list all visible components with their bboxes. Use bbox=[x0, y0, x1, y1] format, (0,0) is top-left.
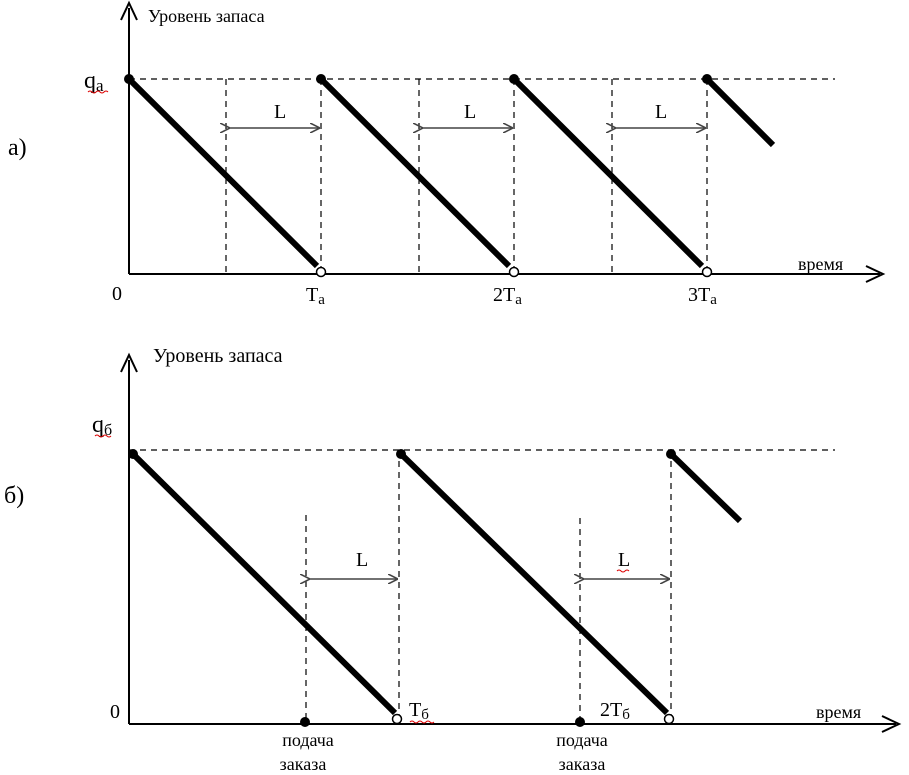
restock-dot bbox=[316, 74, 326, 84]
x-tick-label: Тб bbox=[409, 699, 429, 723]
lead-time-label: L bbox=[655, 101, 667, 123]
depletion-line bbox=[704, 76, 776, 148]
q-label: qа bbox=[84, 68, 104, 95]
q-label-sub: а bbox=[96, 76, 104, 95]
origin-label: 0 bbox=[112, 283, 122, 305]
q-label: qб bbox=[92, 412, 112, 439]
depletion-line bbox=[130, 451, 398, 716]
q-label-main: q bbox=[92, 412, 104, 438]
stockout-circle bbox=[663, 713, 675, 725]
q-label-sub: б bbox=[104, 422, 112, 439]
restock-dot bbox=[128, 449, 138, 459]
x-axis-label: время bbox=[798, 254, 843, 274]
y-axis-label: Уровень запаса bbox=[153, 345, 283, 367]
restock-dot bbox=[666, 449, 676, 459]
x-tick-label: Та bbox=[306, 284, 325, 308]
order-label-line2: заказа bbox=[280, 754, 327, 774]
depletion-line bbox=[126, 76, 320, 269]
panel-b: б) Уровень запаса время qб 0 bbox=[4, 345, 902, 774]
spell-check-underline bbox=[409, 720, 435, 724]
stockout-circle bbox=[391, 713, 403, 725]
x-tick-label: 3Та bbox=[688, 284, 717, 308]
y-axis-arrow bbox=[120, 352, 138, 373]
y-axis-arrow bbox=[120, 0, 138, 21]
x-axis-arrow bbox=[881, 715, 902, 733]
depletion-line bbox=[398, 451, 670, 716]
spell-check-underline bbox=[87, 90, 109, 94]
restock-dot bbox=[702, 74, 712, 84]
restock-dot bbox=[124, 74, 134, 84]
depletion-line bbox=[668, 451, 743, 524]
origin-label: 0 bbox=[110, 701, 120, 723]
panel-a-tag: а) bbox=[8, 135, 27, 161]
stockout-circle bbox=[315, 266, 327, 278]
spell-check-underline bbox=[616, 569, 630, 573]
x-tick-label: 2Та bbox=[493, 284, 522, 308]
order-point-dot bbox=[300, 717, 310, 727]
stockout-circle bbox=[701, 266, 713, 278]
q-label-main: q bbox=[84, 68, 96, 94]
panel-b-tag: б) bbox=[4, 483, 24, 509]
lead-time-label: L bbox=[356, 549, 368, 571]
y-axis-label: Уровень запаса bbox=[148, 6, 265, 26]
restock-dot bbox=[509, 74, 519, 84]
panel-a: а) Уровень запаса время qа 0 bbox=[8, 0, 886, 308]
order-label-line1: подача bbox=[282, 730, 334, 750]
lead-time-label: L bbox=[464, 101, 476, 123]
restock-dot bbox=[396, 449, 406, 459]
depletion-line bbox=[318, 76, 512, 269]
order-label-line1: подача bbox=[556, 730, 608, 750]
x-tick-label: 2Тб bbox=[600, 699, 630, 723]
x-axis-label: время bbox=[816, 702, 861, 722]
spell-check-underline bbox=[94, 434, 112, 438]
depletion-line bbox=[511, 76, 705, 269]
order-point-dot bbox=[575, 717, 585, 727]
order-label-line2: заказа bbox=[559, 754, 606, 774]
lead-time-label: L bbox=[618, 549, 630, 571]
stockout-circle bbox=[508, 266, 520, 278]
x-axis-arrow bbox=[865, 265, 886, 283]
lead-time-label: L bbox=[274, 101, 286, 123]
